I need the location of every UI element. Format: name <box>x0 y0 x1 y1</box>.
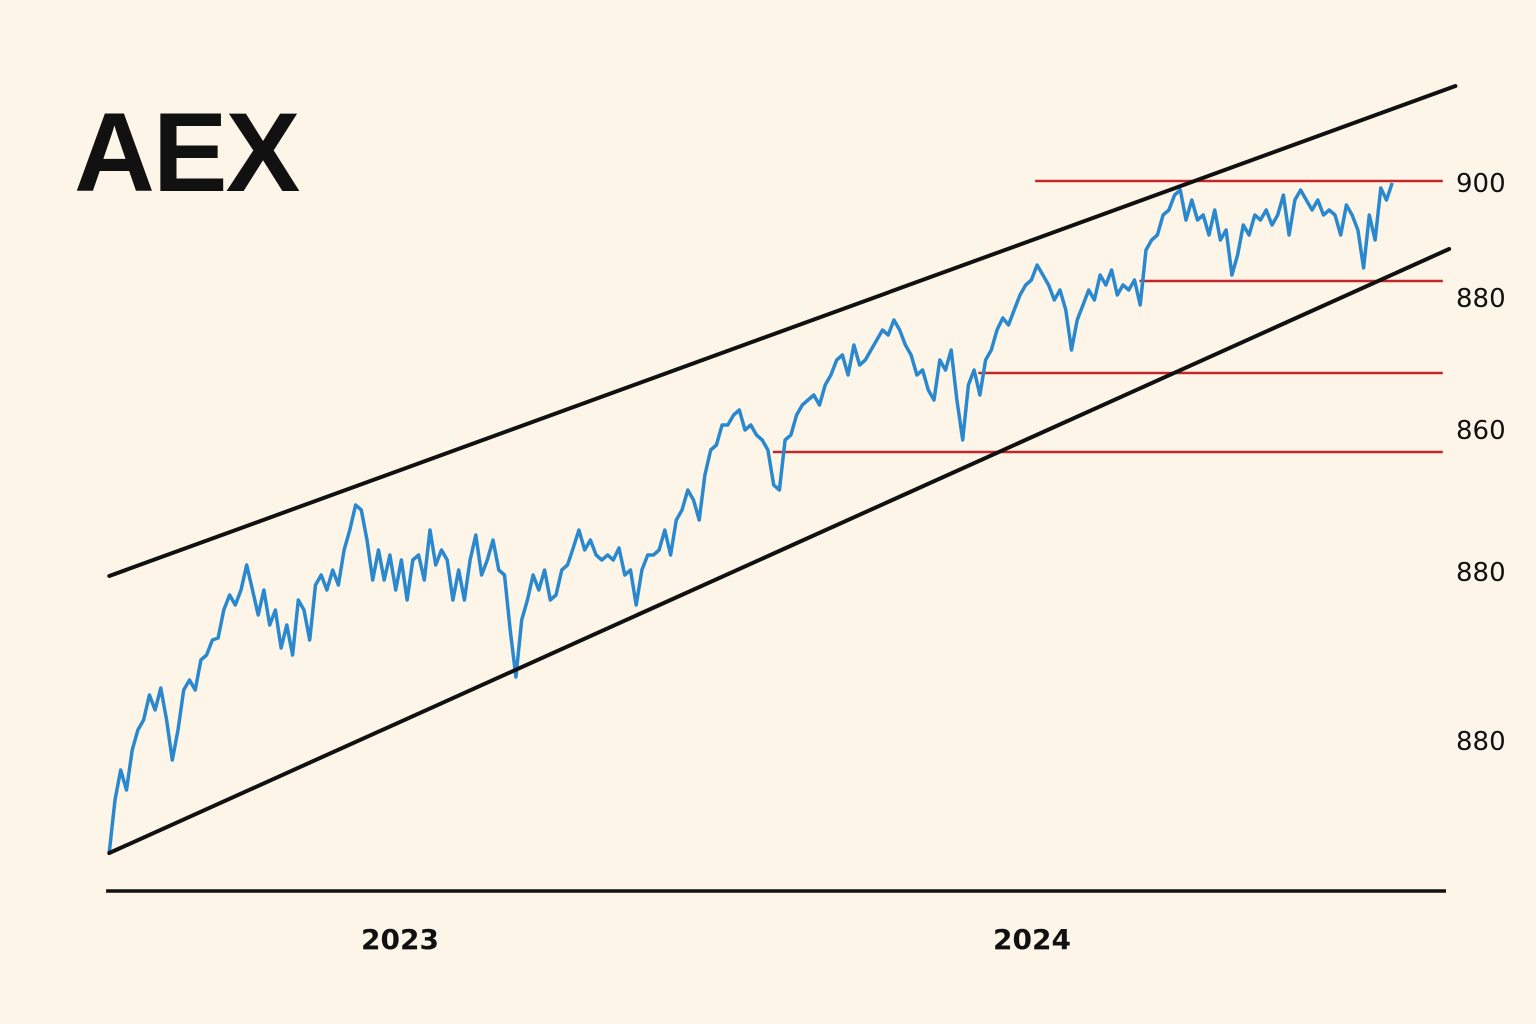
y-tick-label: 880 <box>1456 284 1506 314</box>
channel-line-lower <box>107 247 1452 855</box>
x-tick-label: 2023 <box>361 923 439 956</box>
y-tick-label: 880 <box>1456 727 1506 757</box>
series-line-aex <box>107 182 1394 853</box>
y-tick-label: 860 <box>1456 416 1506 446</box>
x-tick-label: 2024 <box>993 923 1071 956</box>
channel-line-upper <box>107 84 1458 578</box>
y-tick-label: 900 <box>1456 169 1506 199</box>
y-tick-label: 880 <box>1456 558 1506 588</box>
chart-title: AEX <box>74 90 300 215</box>
